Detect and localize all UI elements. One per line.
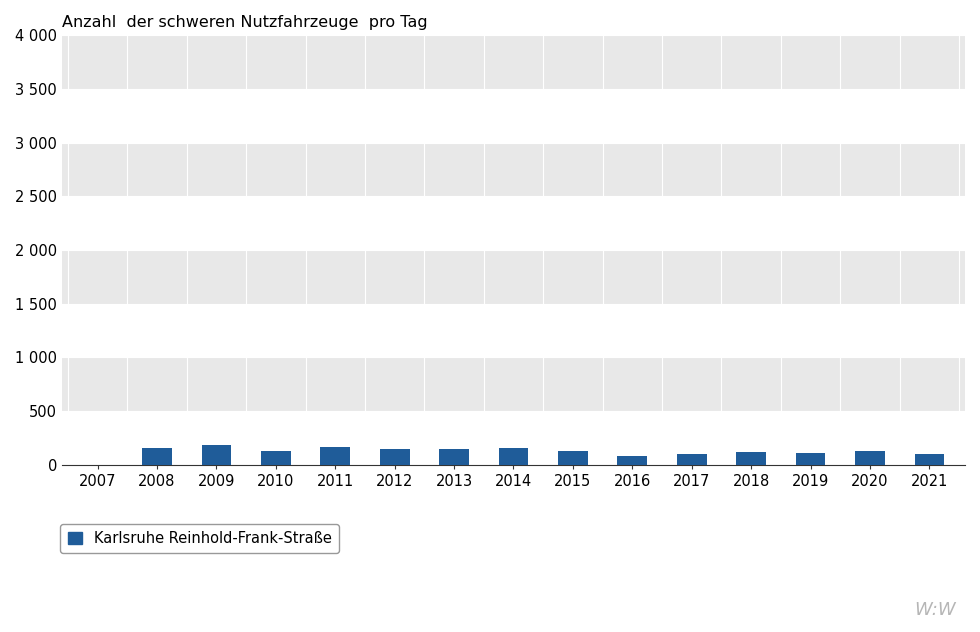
- Bar: [558, 451, 588, 465]
- Bar: [320, 447, 350, 465]
- Bar: [617, 456, 647, 465]
- Bar: [62, 143, 965, 197]
- Bar: [142, 448, 172, 465]
- Legend: Karlsruhe Reinhold-Frank-Straße: Karlsruhe Reinhold-Frank-Straße: [60, 524, 339, 553]
- Bar: [380, 449, 410, 465]
- Bar: [856, 451, 885, 465]
- Bar: [914, 454, 944, 465]
- Bar: [736, 453, 766, 465]
- Bar: [796, 453, 825, 465]
- Text: Anzahl  der schweren Nutzfahrzeuge  pro Tag: Anzahl der schweren Nutzfahrzeuge pro Ta…: [62, 15, 427, 30]
- Bar: [62, 35, 965, 89]
- Bar: [439, 449, 469, 465]
- Bar: [202, 445, 231, 465]
- Bar: [62, 250, 965, 304]
- Bar: [62, 358, 965, 411]
- Bar: [261, 451, 291, 465]
- Bar: [499, 448, 528, 465]
- Text: W:W: W:W: [914, 602, 956, 619]
- Bar: [677, 454, 707, 465]
